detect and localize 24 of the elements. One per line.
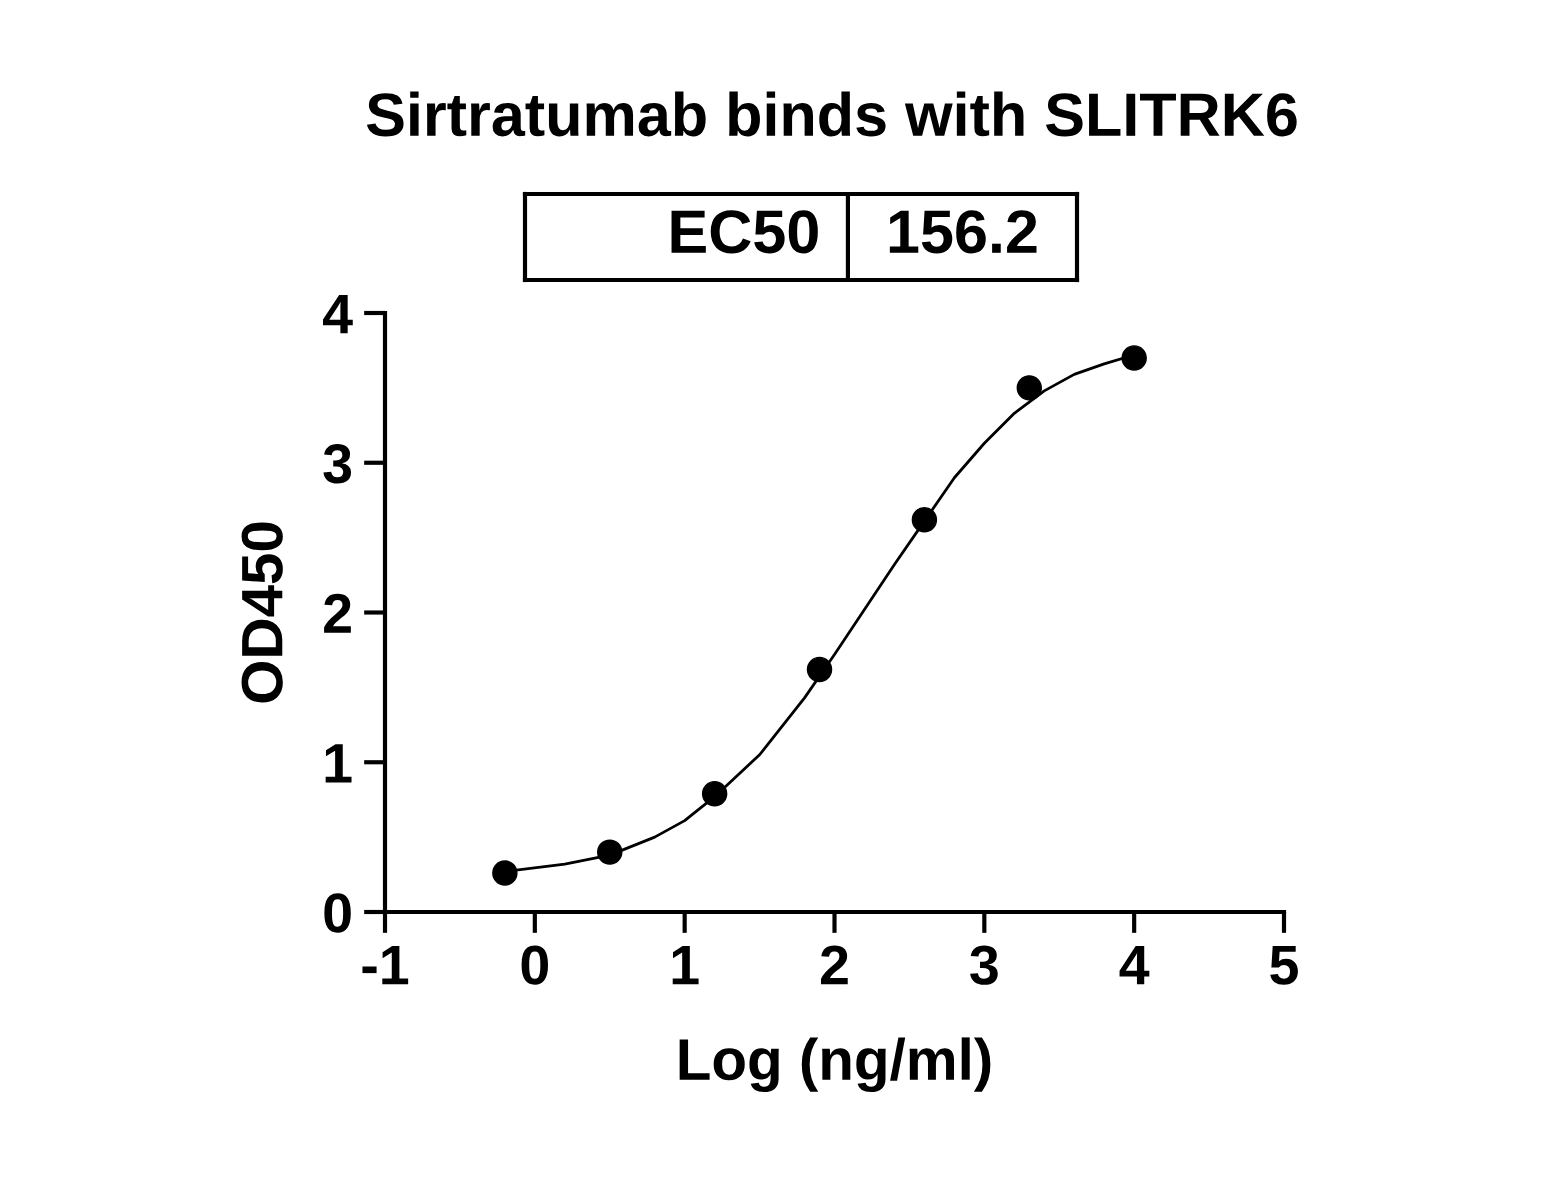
- x-tick-label: 1: [672, 945, 699, 985]
- x-tick-label: 5: [1270, 945, 1298, 985]
- x-tick-label: 0: [521, 945, 549, 985]
- x-tick-label: 3: [970, 945, 998, 985]
- y-tick-label: 4: [323, 294, 353, 334]
- point: [701, 780, 728, 807]
- point: [1016, 375, 1043, 401]
- x-tick-label: 2: [820, 945, 848, 985]
- point: [911, 506, 938, 533]
- y-axis-title: OD450: [241, 522, 283, 703]
- point: [492, 860, 518, 886]
- x-tick-label: -1: [362, 945, 409, 985]
- point: [597, 839, 623, 865]
- point: [1121, 345, 1147, 371]
- text: EC50: [671, 210, 818, 254]
- x-tick-label: 4: [1119, 945, 1150, 985]
- y-tick-label: 1: [325, 744, 352, 783]
- point: [806, 656, 833, 683]
- text: 156.2: [889, 210, 1037, 254]
- y-tick-label: 0: [324, 893, 351, 933]
- x-axis-title: Log (ng/ml): [679, 1037, 991, 1093]
- chart-title: Sirtratumab binds with SLITRK6: [366, 91, 1297, 137]
- y-tick-label: 2: [324, 593, 351, 633]
- y-tick-label: 3: [323, 444, 352, 484]
